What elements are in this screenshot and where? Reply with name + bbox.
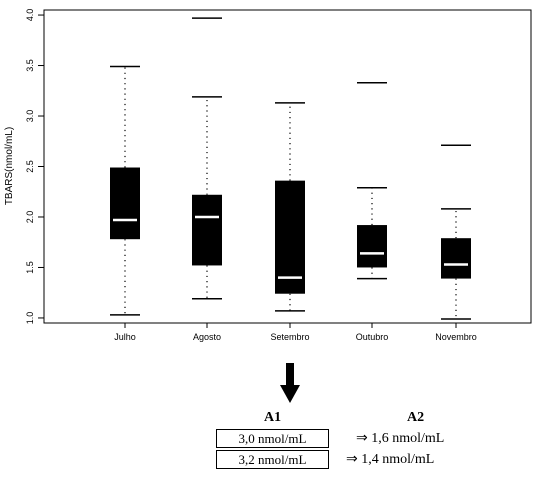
- y-axis: 1.0 1.5 2.0 2.5 3.0 3.5 4.0: [25, 9, 44, 324]
- y-tick-label: 1.0: [25, 312, 35, 325]
- a1-row-1: 3,0 nmol/mL: [216, 429, 329, 448]
- down-arrow-icon: [280, 363, 300, 403]
- y-tick-label: 2.0: [25, 211, 35, 224]
- iqr-box: [441, 238, 471, 279]
- header-a2: A2: [407, 410, 425, 425]
- box-julho: [110, 65, 140, 316]
- a1-row-2: 3,2 nmol/mL: [216, 450, 329, 469]
- y-tick-label: 1.5: [25, 261, 35, 274]
- box-outubro: [357, 81, 387, 280]
- iqr-box: [275, 180, 305, 294]
- header-a1: A1: [264, 410, 282, 425]
- y-tick-label: 3.5: [25, 59, 35, 72]
- iqr-box: [110, 167, 140, 240]
- a2-row-1: ⇒ 1,6 nmol/mL: [356, 431, 445, 446]
- box-agosto: [192, 17, 222, 300]
- x-tick-label: Julho: [114, 332, 136, 342]
- a2-row-2: ⇒ 1,4 nmol/mL: [346, 452, 435, 467]
- x-tick-label: Novembro: [435, 332, 477, 342]
- iqr-box: [357, 225, 387, 268]
- y-axis-title: TBARS(nmol/mL): [4, 127, 15, 205]
- box-series: [110, 17, 471, 320]
- x-tick-label: Agosto: [193, 332, 221, 342]
- y-tick-label: 4.0: [25, 9, 35, 22]
- box-setembro: [275, 102, 305, 312]
- x-tick-label: Outubro: [356, 332, 389, 342]
- boxplot-chart: TBARS(nmol/mL) 1.0 1.5 2.0 2.5 3.0 3.5 4.0 Jul…: [4, 9, 532, 342]
- iqr-box: [192, 194, 222, 266]
- x-axis: Julho Agosto Setembro Outubro Novembro: [114, 323, 477, 342]
- x-tick-label: Setembro: [270, 332, 309, 342]
- box-novembro: [441, 144, 471, 320]
- y-tick-label: 2.5: [25, 160, 35, 173]
- y-tick-label: 3.0: [25, 110, 35, 123]
